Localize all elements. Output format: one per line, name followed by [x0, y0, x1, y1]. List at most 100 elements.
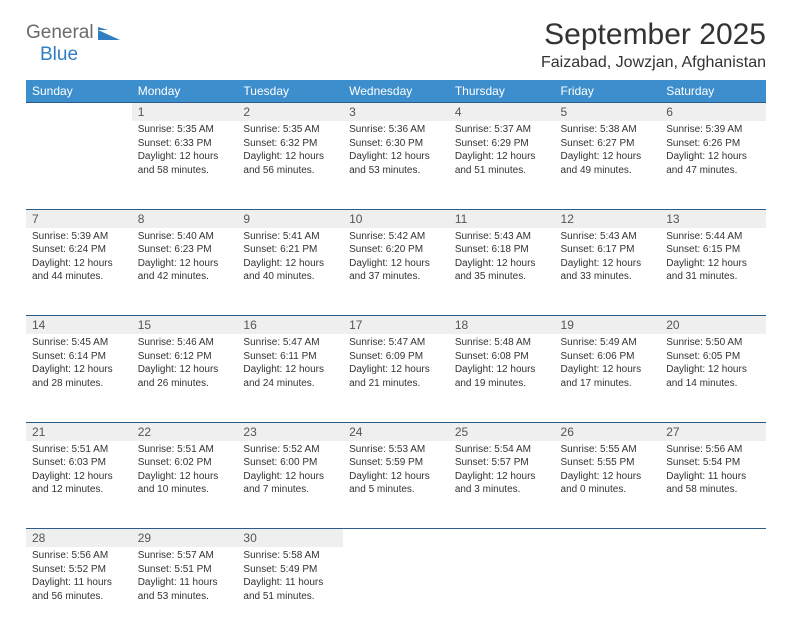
day-details: Sunrise: 5:54 AMSunset: 5:57 PMDaylight:…: [449, 441, 555, 503]
daylight-line: Daylight: 12 hours and 44 minutes.: [32, 257, 126, 284]
col-sat: Saturday: [660, 80, 766, 103]
day-detail-cell: Sunrise: 5:35 AMSunset: 6:32 PMDaylight:…: [237, 121, 343, 209]
day-number-cell: 30: [237, 529, 343, 548]
sunset-line: Sunset: 5:51 PM: [138, 563, 232, 577]
daylight-line: Daylight: 12 hours and 14 minutes.: [666, 363, 760, 390]
sunrise-line: Sunrise: 5:42 AM: [349, 230, 443, 244]
sunset-line: Sunset: 6:30 PM: [349, 137, 443, 151]
day-detail-cell: [343, 547, 449, 635]
day-details: Sunrise: 5:37 AMSunset: 6:29 PMDaylight:…: [449, 121, 555, 183]
daylight-line: Daylight: 12 hours and 40 minutes.: [243, 257, 337, 284]
day-details: Sunrise: 5:39 AMSunset: 6:24 PMDaylight:…: [26, 228, 132, 290]
day-number-row: 123456: [26, 103, 766, 122]
day-number: 7: [26, 210, 132, 228]
day-detail-cell: Sunrise: 5:43 AMSunset: 6:18 PMDaylight:…: [449, 228, 555, 316]
daylight-line: Daylight: 12 hours and 21 minutes.: [349, 363, 443, 390]
sunset-line: Sunset: 6:12 PM: [138, 350, 232, 364]
day-number-cell: 3: [343, 103, 449, 122]
day-number-cell: 5: [555, 103, 661, 122]
day-detail-cell: Sunrise: 5:53 AMSunset: 5:59 PMDaylight:…: [343, 441, 449, 529]
day-number: 21: [26, 423, 132, 441]
day-number: 27: [660, 423, 766, 441]
sunset-line: Sunset: 6:23 PM: [138, 243, 232, 257]
day-number-cell: 27: [660, 422, 766, 441]
day-detail-cell: Sunrise: 5:39 AMSunset: 6:26 PMDaylight:…: [660, 121, 766, 209]
sunset-line: Sunset: 6:20 PM: [349, 243, 443, 257]
day-number: 2: [237, 103, 343, 121]
sunset-line: Sunset: 6:24 PM: [32, 243, 126, 257]
day-details: Sunrise: 5:56 AMSunset: 5:54 PMDaylight:…: [660, 441, 766, 503]
day-number-row: 78910111213: [26, 209, 766, 228]
day-number-cell: 6: [660, 103, 766, 122]
day-number: 23: [237, 423, 343, 441]
day-details: Sunrise: 5:48 AMSunset: 6:08 PMDaylight:…: [449, 334, 555, 396]
daylight-line: Daylight: 12 hours and 0 minutes.: [561, 470, 655, 497]
day-detail-cell: Sunrise: 5:57 AMSunset: 5:51 PMDaylight:…: [132, 547, 238, 635]
sunset-line: Sunset: 5:52 PM: [32, 563, 126, 577]
day-number-cell: 25: [449, 422, 555, 441]
day-number-cell: 9: [237, 209, 343, 228]
day-details: Sunrise: 5:39 AMSunset: 6:26 PMDaylight:…: [660, 121, 766, 183]
day-detail-cell: Sunrise: 5:45 AMSunset: 6:14 PMDaylight:…: [26, 334, 132, 422]
sunrise-line: Sunrise: 5:35 AM: [243, 123, 337, 137]
day-detail-cell: [660, 547, 766, 635]
daylight-line: Daylight: 12 hours and 5 minutes.: [349, 470, 443, 497]
daylight-line: Daylight: 12 hours and 51 minutes.: [455, 150, 549, 177]
day-detail-cell: Sunrise: 5:37 AMSunset: 6:29 PMDaylight:…: [449, 121, 555, 209]
day-detail-cell: Sunrise: 5:50 AMSunset: 6:05 PMDaylight:…: [660, 334, 766, 422]
day-detail-cell: Sunrise: 5:52 AMSunset: 6:00 PMDaylight:…: [237, 441, 343, 529]
day-details: Sunrise: 5:35 AMSunset: 6:32 PMDaylight:…: [237, 121, 343, 183]
day-details: Sunrise: 5:42 AMSunset: 6:20 PMDaylight:…: [343, 228, 449, 290]
sunrise-line: Sunrise: 5:37 AM: [455, 123, 549, 137]
sunrise-line: Sunrise: 5:48 AM: [455, 336, 549, 350]
daylight-line: Daylight: 12 hours and 24 minutes.: [243, 363, 337, 390]
page-title: September 2025: [541, 18, 766, 52]
sunrise-line: Sunrise: 5:38 AM: [561, 123, 655, 137]
daylight-line: Daylight: 12 hours and 33 minutes.: [561, 257, 655, 284]
daylight-line: Daylight: 11 hours and 56 minutes.: [32, 576, 126, 603]
sunset-line: Sunset: 5:55 PM: [561, 456, 655, 470]
day-details: Sunrise: 5:40 AMSunset: 6:23 PMDaylight:…: [132, 228, 238, 290]
sunset-line: Sunset: 6:11 PM: [243, 350, 337, 364]
sunrise-line: Sunrise: 5:58 AM: [243, 549, 337, 563]
day-detail-cell: Sunrise: 5:56 AMSunset: 5:52 PMDaylight:…: [26, 547, 132, 635]
day-number-cell: [343, 529, 449, 548]
title-block: September 2025 Faizabad, Jowzjan, Afghan…: [541, 18, 766, 72]
day-number-cell: 21: [26, 422, 132, 441]
daylight-line: Daylight: 12 hours and 10 minutes.: [138, 470, 232, 497]
day-detail-cell: Sunrise: 5:51 AMSunset: 6:03 PMDaylight:…: [26, 441, 132, 529]
day-number: 15: [132, 316, 238, 334]
day-number-cell: 1: [132, 103, 238, 122]
day-number: 24: [343, 423, 449, 441]
sunset-line: Sunset: 6:21 PM: [243, 243, 337, 257]
daylight-line: Daylight: 12 hours and 49 minutes.: [561, 150, 655, 177]
day-detail-row: Sunrise: 5:45 AMSunset: 6:14 PMDaylight:…: [26, 334, 766, 422]
day-number: 9: [237, 210, 343, 228]
day-number-cell: 26: [555, 422, 661, 441]
location: Faizabad, Jowzjan, Afghanistan: [541, 54, 766, 72]
day-detail-cell: [26, 121, 132, 209]
sunrise-line: Sunrise: 5:53 AM: [349, 443, 443, 457]
calendar-table: Sunday Monday Tuesday Wednesday Thursday…: [26, 80, 766, 635]
day-number: 6: [660, 103, 766, 121]
sunrise-line: Sunrise: 5:55 AM: [561, 443, 655, 457]
sunset-line: Sunset: 6:06 PM: [561, 350, 655, 364]
day-number: 29: [132, 529, 238, 547]
day-number-cell: 20: [660, 316, 766, 335]
sunrise-line: Sunrise: 5:56 AM: [32, 549, 126, 563]
day-number: 4: [449, 103, 555, 121]
sunset-line: Sunset: 6:05 PM: [666, 350, 760, 364]
day-number-cell: 17: [343, 316, 449, 335]
sunrise-line: Sunrise: 5:44 AM: [666, 230, 760, 244]
day-number-cell: 4: [449, 103, 555, 122]
daylight-line: Daylight: 12 hours and 17 minutes.: [561, 363, 655, 390]
daylight-line: Daylight: 11 hours and 58 minutes.: [666, 470, 760, 497]
sunrise-line: Sunrise: 5:35 AM: [138, 123, 232, 137]
day-details: Sunrise: 5:50 AMSunset: 6:05 PMDaylight:…: [660, 334, 766, 396]
day-number: 14: [26, 316, 132, 334]
day-number-cell: [449, 529, 555, 548]
sunrise-line: Sunrise: 5:39 AM: [32, 230, 126, 244]
day-number: 18: [449, 316, 555, 334]
sunrise-line: Sunrise: 5:56 AM: [666, 443, 760, 457]
day-details: Sunrise: 5:47 AMSunset: 6:09 PMDaylight:…: [343, 334, 449, 396]
